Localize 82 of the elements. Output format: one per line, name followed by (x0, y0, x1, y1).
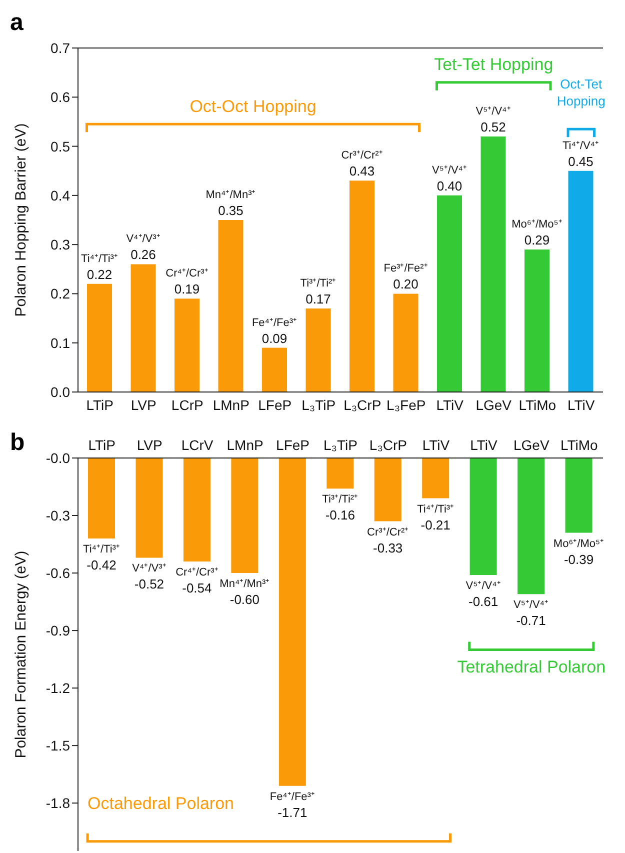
x-tick-label: L₃TiP (324, 437, 358, 453)
x-tick-label: LCrP (171, 396, 204, 413)
data-label: V⁵⁺/V⁴⁺ 0.40 (432, 164, 468, 194)
x-tick-label: LTiMo (560, 437, 598, 453)
bar (306, 308, 331, 392)
bar (524, 249, 550, 392)
bar (393, 294, 418, 392)
chart-title: a (10, 9, 24, 36)
data-label: Fe⁴⁺/Fe³⁺ -1.71 (270, 790, 315, 820)
bar (437, 195, 462, 392)
x-tick-label: L₃CrP (344, 396, 382, 413)
y-tick-label: -1.5 (46, 738, 70, 754)
data-label: V⁵⁺/V⁴⁺ -0.61 (466, 580, 501, 609)
data-label: Mn⁴⁺/Mn³⁺ -0.60 (220, 578, 270, 608)
data-label: Ti³⁺/Ti²⁺ -0.16 (322, 494, 358, 523)
y-tick-label: 0.0 (50, 384, 70, 400)
bar (174, 298, 200, 392)
x-tick-label: LMnP (212, 396, 250, 413)
data-label: Ti⁴⁺/Ti³⁺ -0.21 (417, 503, 454, 532)
data-label: Mo⁶⁺/Mo⁵⁺ -0.39 (553, 538, 604, 567)
data-label: Mo⁶⁺/Mo⁵⁺ 0.29 (512, 218, 562, 248)
bar (350, 180, 374, 392)
y-tick-label: 0.6 (50, 89, 70, 106)
y-tick-label: -0.6 (46, 564, 70, 581)
annotation: Tet-Tet Hopping (434, 55, 554, 74)
data-label: V⁵⁺/V⁴⁺ -0.71 (514, 599, 549, 628)
x-tick-label: LVP (130, 396, 156, 413)
x-tick-label: LMnP (226, 437, 264, 453)
x-tick-label: LTiV (568, 396, 596, 413)
y-tick-label: 0.3 (50, 236, 70, 253)
x-tick-label: LCrV (181, 437, 214, 453)
x-tick-label: LTiV (422, 437, 450, 453)
x-tick-label: LVP (136, 437, 162, 453)
data-label: Cr⁴⁺/Cr³⁺ 0.19 (166, 268, 208, 297)
x-tick-label: LTiV (470, 437, 498, 453)
y-tick-label: -0.3 (46, 507, 70, 524)
bar (87, 284, 112, 392)
annotation: Octahedral Polaron (88, 794, 234, 813)
y-tick-label: -1.8 (46, 795, 70, 812)
bar (262, 348, 287, 392)
data-label: Ti⁴⁺/V⁴⁺ 0.45 (562, 140, 600, 169)
y-tick-label: -0.0 (46, 450, 70, 466)
y-tick-label: -1.2 (46, 680, 70, 696)
x-tick-label: L₃CrP (369, 437, 408, 453)
data-label: Ti⁴⁺/Ti³⁺ 0.22 (81, 252, 118, 282)
x-tick-label: LTiP (86, 396, 114, 413)
x-tick-label: LFeP (276, 437, 310, 453)
annotation: Tetrahedral Polaron (457, 658, 606, 677)
y-tick-label: -0.9 (46, 622, 70, 639)
bar (480, 136, 506, 392)
x-tick-label: LFeP (258, 396, 292, 413)
annotation: Oct-Tet Hopping (556, 76, 606, 109)
data-label: Cr⁴⁺/Cr³⁺ -0.54 (176, 566, 218, 596)
data-label: Ti³⁺/Ti²⁺ 0.17 (300, 277, 336, 306)
bar (568, 170, 594, 392)
bar (130, 264, 156, 392)
data-label: Cr³⁺/Cr²⁺ 0.43 (341, 150, 383, 179)
y-tick-label: 0.4 (50, 187, 70, 204)
x-tick-label: LTiV (436, 396, 464, 413)
x-tick-label: LGeV (514, 437, 550, 453)
data-label: Cr³⁺/Cr²⁺ -0.33 (367, 526, 409, 556)
x-tick-label: L₃TiP (302, 396, 336, 413)
data-label: Mn⁴⁺/Mn³⁺ 0.35 (206, 189, 256, 218)
data-label: V⁴⁺/V³⁺ 0.26 (126, 233, 160, 262)
data-label: Fe³⁺/Fe²⁺ 0.20 (384, 262, 428, 292)
y-tick-label: 0.5 (50, 138, 70, 154)
x-tick-label: LGeV (476, 396, 512, 413)
chart-title: b (10, 429, 25, 456)
x-tick-label: LTiMo (518, 396, 556, 413)
data-label: Ti⁴⁺/Ti³⁺ -0.42 (83, 544, 120, 573)
x-tick-label: LTiP (88, 437, 116, 453)
annotation: Oct-Oct Hopping (190, 96, 316, 116)
y-tick-label: 0.2 (50, 286, 70, 302)
bar (218, 220, 244, 392)
y-axis-title: Polaron Hopping Barrier (eV) (12, 123, 30, 317)
x-tick-label: L₃FeP (386, 396, 426, 413)
data-label: V⁵⁺/V⁴⁺ 0.52 (476, 105, 511, 134)
data-label: V⁴⁺/V³⁺ -0.52 (132, 562, 166, 592)
data-label: Fe⁴⁺/Fe³⁺ 0.09 (252, 316, 298, 346)
y-tick-label: 0.7 (50, 40, 70, 56)
y-tick-label: 0.1 (50, 334, 70, 351)
y-axis-title: Polaron Formation Energy (eV) (12, 550, 30, 758)
